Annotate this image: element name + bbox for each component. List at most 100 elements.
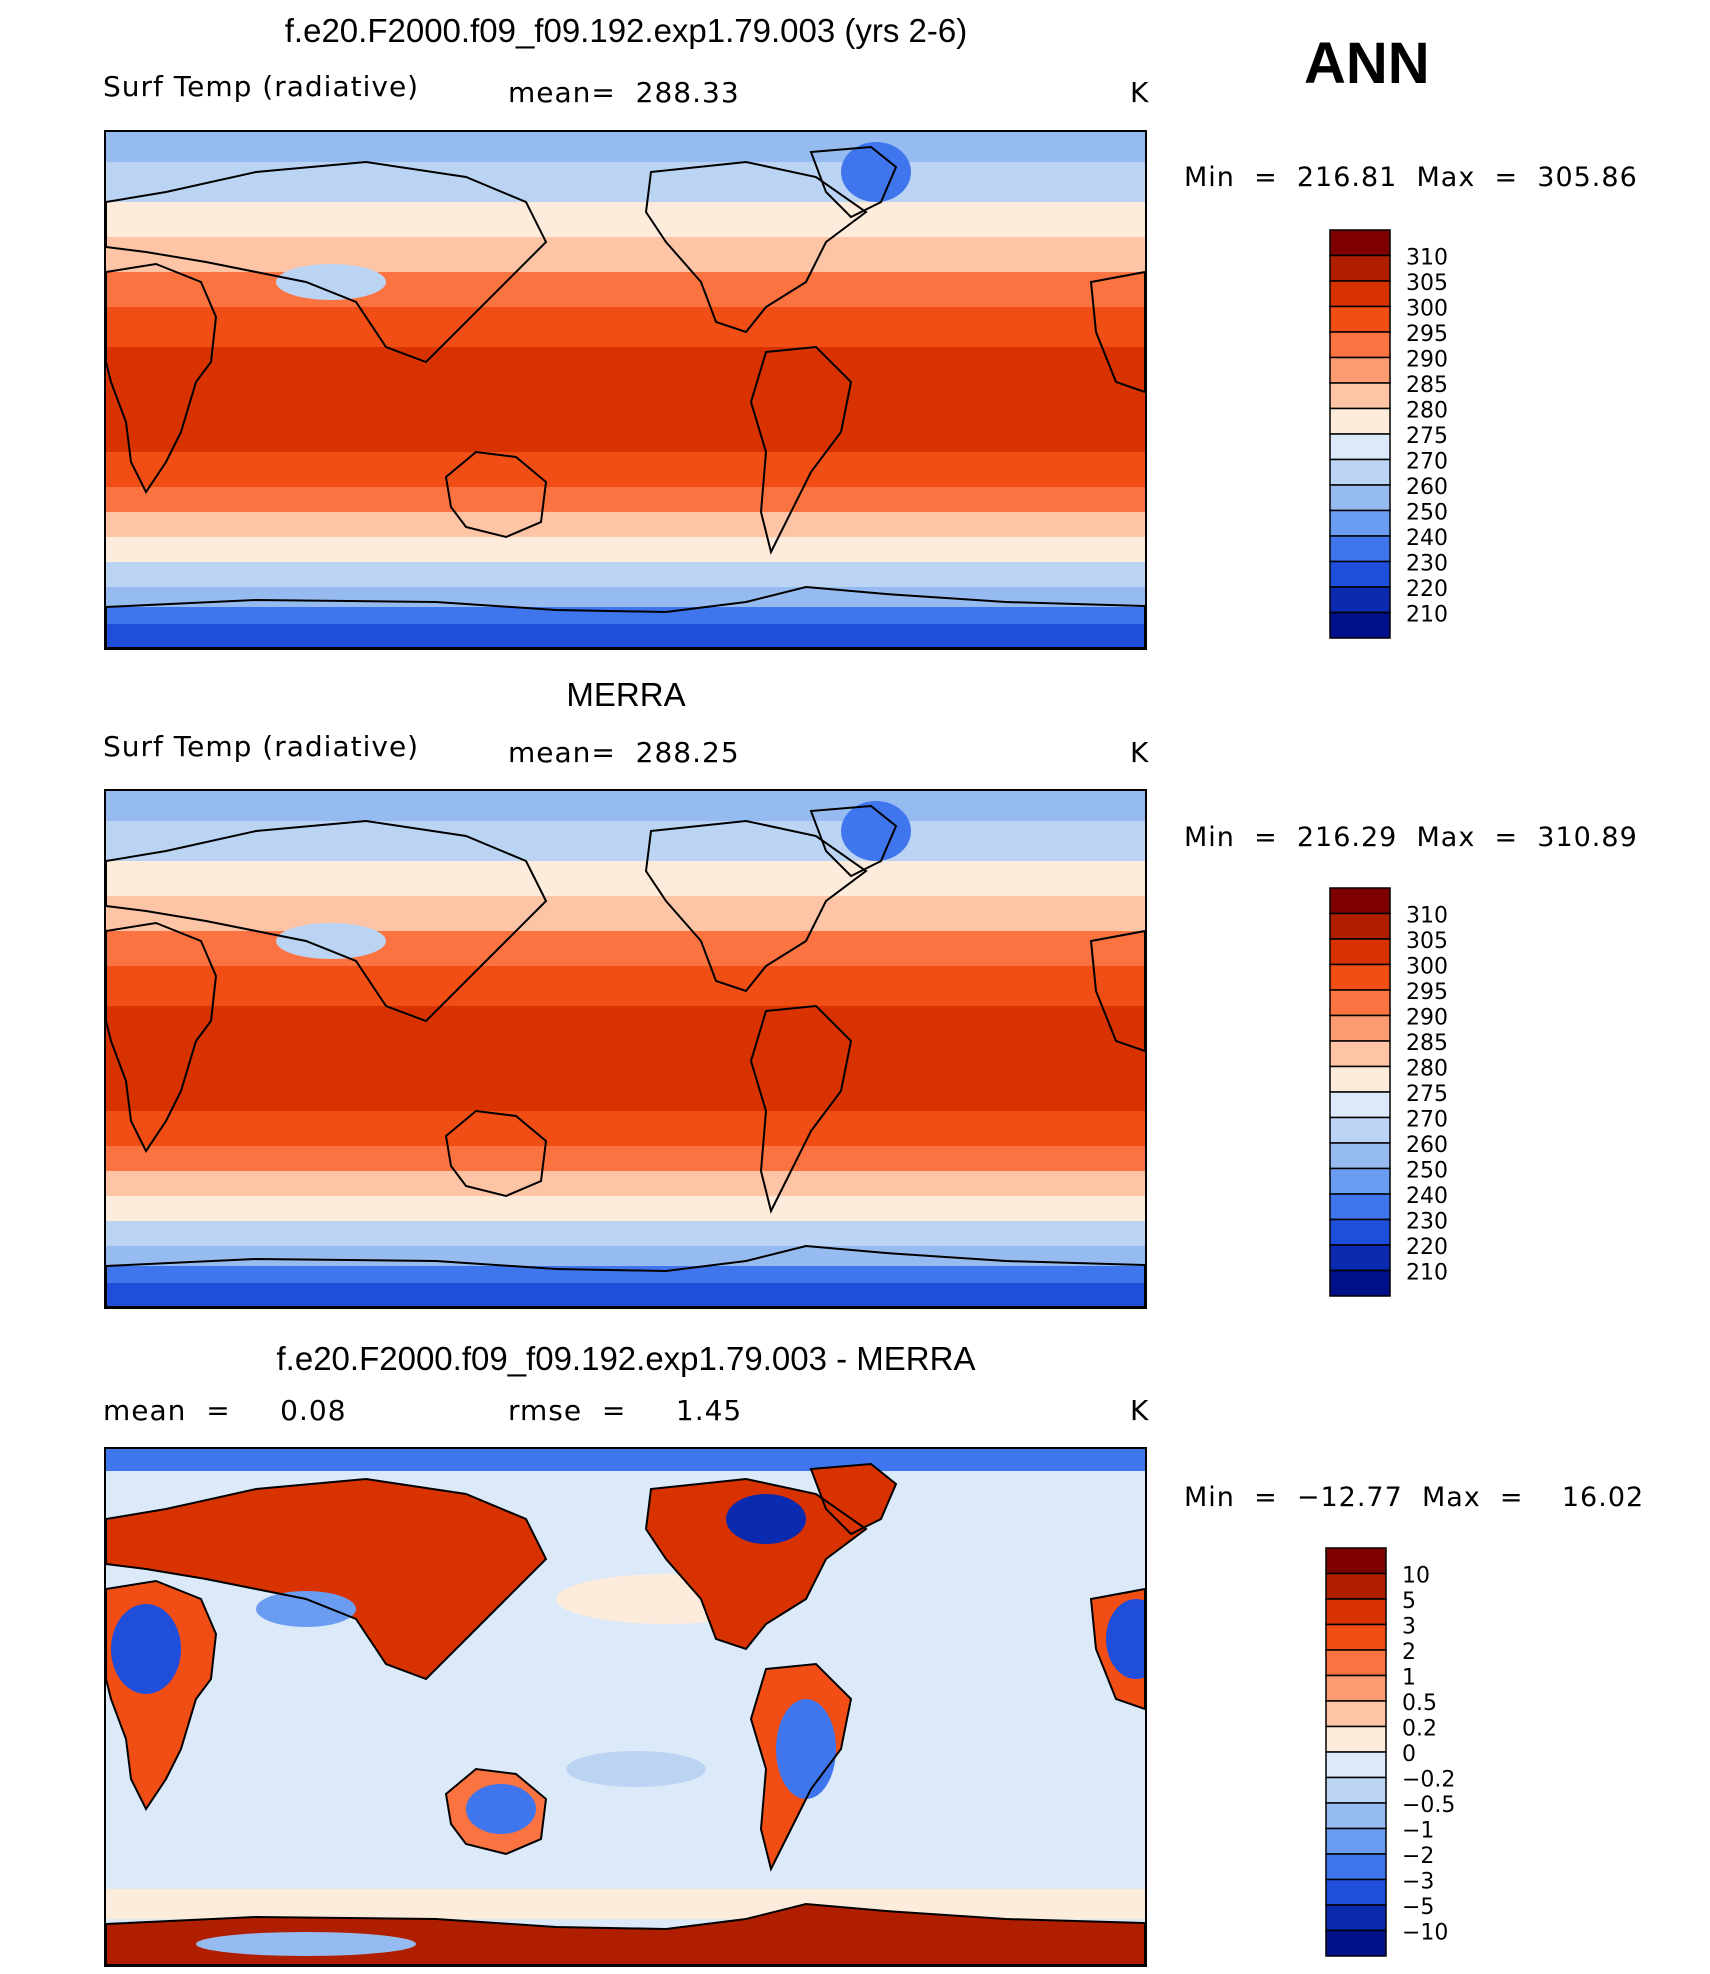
colorbar-tick-label: 280: [1406, 1057, 1448, 1082]
coastline: [1089, 1587, 1145, 1711]
colorbar-tick-label: 230: [1406, 552, 1448, 577]
temperature-band: [106, 272, 1145, 307]
coastline: [444, 1767, 548, 1856]
panel-3-rmse-label: rmse = 1.45: [508, 1394, 743, 1427]
colorbar-swatch: [1329, 1269, 1391, 1297]
panel-1-variable-label: Surf Temp (radiative): [103, 70, 420, 103]
panel-3-map-svg: [106, 1449, 1145, 1965]
coastline: [106, 585, 1145, 648]
coastline: [644, 160, 868, 334]
colorbar-swatch: [1329, 887, 1391, 915]
panel-1-map: [104, 130, 1147, 650]
colorbar-tick-label: 210: [1406, 603, 1448, 628]
temperature-band: [106, 1196, 1145, 1221]
temperature-band: [106, 132, 1145, 162]
coastline: [809, 145, 898, 219]
colorbar-swatch: [1329, 1116, 1391, 1144]
temperature-band: [106, 1283, 1145, 1307]
colorbar-tick-label: −10: [1402, 1921, 1448, 1946]
coastline: [644, 1477, 868, 1651]
colorbar-tick-label: −2: [1402, 1844, 1434, 1869]
panel-3-units-label: K: [1130, 1394, 1150, 1427]
colorbar-swatch: [1325, 1598, 1387, 1626]
temperature-band: [106, 791, 1145, 821]
coastline: [106, 819, 548, 1023]
pacific-cool-patch: [566, 1751, 706, 1787]
colorbar-tick-label: 2: [1402, 1640, 1416, 1665]
coastline: [106, 160, 548, 364]
colorbar-swatch: [1325, 1853, 1387, 1881]
temperature-band: [106, 202, 1145, 237]
colorbar-tick-label: 285: [1406, 373, 1448, 398]
colorbar-tick-label: 1: [1402, 1666, 1416, 1691]
coastline: [106, 1579, 218, 1811]
cold-anomaly: [726, 1494, 806, 1544]
panel-1-colorbar: 3103053002952902852802752702602502402302…: [1329, 229, 1448, 639]
coastline: [1089, 270, 1145, 394]
colorbar-swatch: [1325, 1878, 1387, 1906]
colorbar-tick-label: 230: [1406, 1210, 1448, 1235]
panel-1-units-label: K: [1130, 76, 1150, 109]
colorbar-swatch: [1329, 1193, 1391, 1221]
colorbar-tick-label: −1: [1402, 1819, 1434, 1844]
temperature-band: [106, 821, 1145, 861]
cold-anomaly: [256, 1591, 356, 1627]
colorbar-swatch: [1329, 254, 1391, 282]
cold-anomaly: [466, 1784, 536, 1834]
panel-3-map: [104, 1447, 1147, 1967]
colorbar-swatch: [1325, 1802, 1387, 1830]
colorbar-tick-label: 300: [1406, 955, 1448, 980]
cold-anomaly: [1106, 1599, 1145, 1679]
tibet-cold-patch: [276, 264, 386, 300]
colorbar-tick-label: 290: [1406, 348, 1448, 373]
warm-pool: [456, 1026, 966, 1086]
temperature-band: [106, 1246, 1145, 1266]
colorbar-swatch: [1329, 1065, 1391, 1093]
season-label: ANN: [1304, 31, 1430, 96]
colorbar-swatch: [1329, 382, 1391, 410]
coastline: [644, 819, 868, 993]
colorbar-tick-label: −5: [1402, 1895, 1434, 1920]
colorbar-tick-label: 295: [1406, 322, 1448, 347]
colorbar-swatch: [1329, 535, 1391, 563]
temperature-band: [106, 896, 1145, 931]
colorbar-tick-label: 275: [1406, 424, 1448, 449]
temperature-band: [106, 537, 1145, 562]
coastline: [1089, 929, 1145, 1053]
colorbar-tick-label: 0.5: [1402, 1691, 1437, 1716]
temperature-band: [106, 931, 1145, 966]
coastline: [106, 1902, 1145, 1965]
colorbar-tick-label: 5: [1402, 1589, 1416, 1614]
coastline: [106, 1244, 1145, 1307]
colorbar-tick-label: 300: [1406, 297, 1448, 322]
colorbar-swatch: [1329, 331, 1391, 359]
colorbar-swatch: [1325, 1751, 1387, 1779]
panel-2-title: MERRA: [566, 676, 686, 713]
panel-1-mean-label: mean= 288.33: [508, 76, 740, 109]
colorbar-swatch: [1329, 1091, 1391, 1119]
temperature-band: [106, 1171, 1145, 1196]
colorbar-tick-label: 240: [1406, 526, 1448, 551]
colorbar-swatch: [1325, 1674, 1387, 1702]
colorbar-swatch: [1329, 989, 1391, 1017]
panel-2-map-svg: [106, 791, 1145, 1307]
panel-3-title: f.e20.F2000.f09_f09.192.exp1.79.003 - ME…: [276, 1340, 976, 1377]
panel-2-variable-label: Surf Temp (radiative): [103, 730, 420, 763]
colorbar-swatch: [1329, 433, 1391, 461]
land-anomaly: [106, 1479, 546, 1679]
colorbar-tick-label: −0.2: [1402, 1768, 1455, 1793]
coastline: [106, 921, 218, 1153]
cold-anomaly: [196, 1932, 416, 1956]
colorbar-swatch: [1325, 1623, 1387, 1651]
colorbar-swatch: [1329, 586, 1391, 614]
panel-3-minmax: Min = −12.77 Max = 16.02: [1184, 1482, 1645, 1513]
colorbar-swatch: [1329, 407, 1391, 435]
temperature-band: [106, 966, 1145, 1006]
greenland-cold-patch: [841, 142, 911, 202]
colorbar-swatch: [1329, 1167, 1391, 1195]
colorbar-tick-label: 295: [1406, 980, 1448, 1005]
temperature-band: [106, 607, 1145, 624]
panel-3-mean-label: mean = 0.08: [103, 1394, 347, 1427]
temperature-band: [106, 587, 1145, 607]
colorbar-swatch: [1329, 1218, 1391, 1246]
